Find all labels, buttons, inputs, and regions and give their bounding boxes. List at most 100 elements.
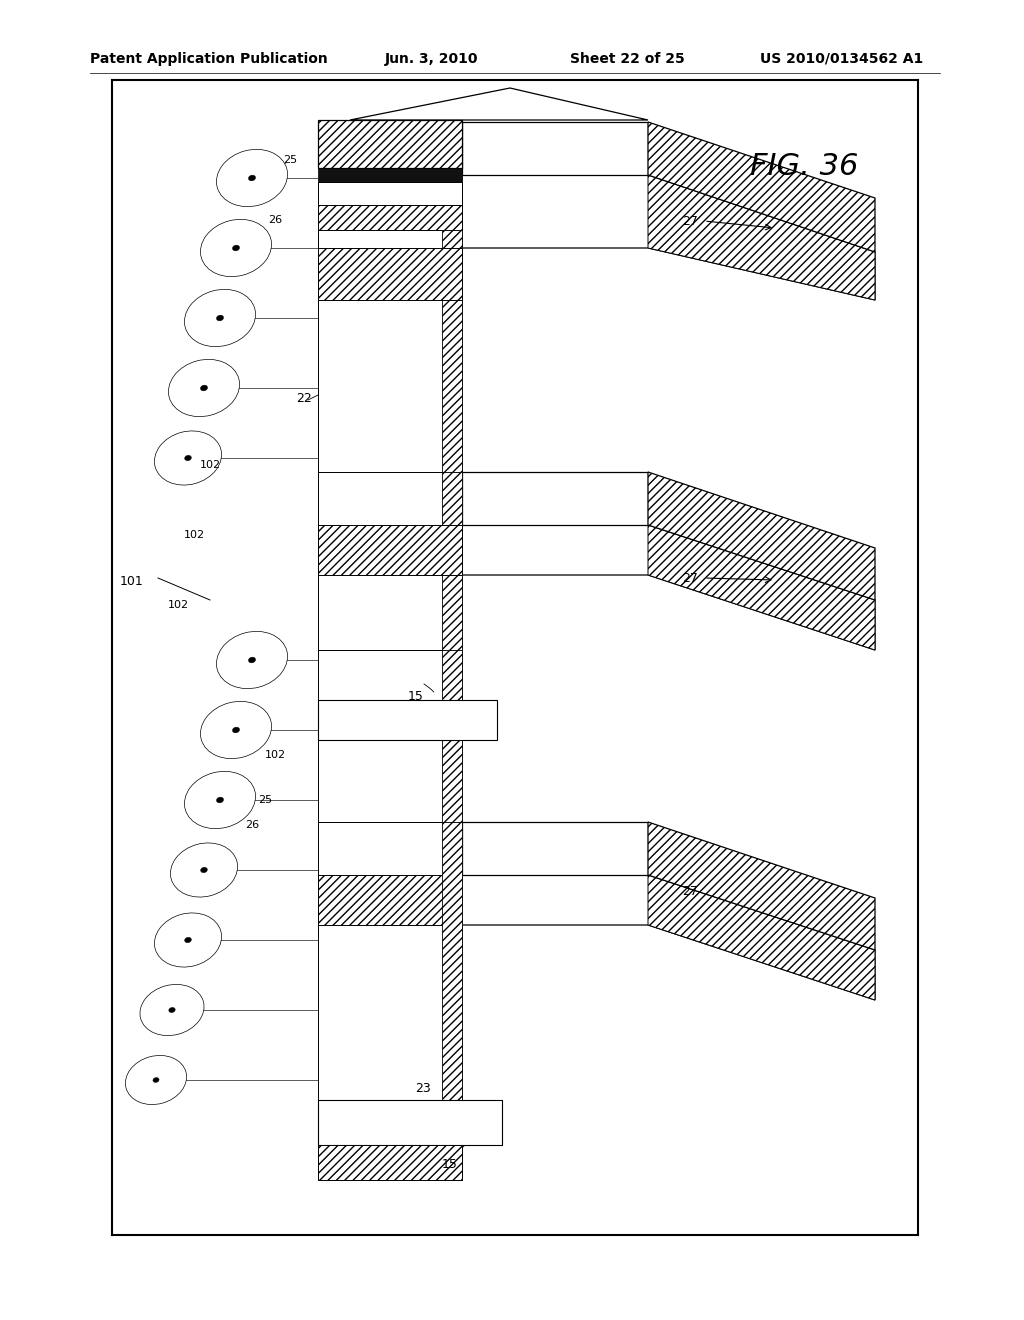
Polygon shape [648,121,874,252]
Ellipse shape [227,240,245,255]
Text: 22: 22 [296,392,311,405]
Polygon shape [462,525,874,649]
Ellipse shape [133,1061,179,1098]
Ellipse shape [201,701,271,759]
Ellipse shape [243,170,261,185]
Polygon shape [462,822,648,875]
Ellipse shape [184,455,191,461]
Ellipse shape [140,1068,171,1092]
Ellipse shape [201,867,207,873]
Polygon shape [442,473,462,649]
Ellipse shape [169,359,240,417]
Ellipse shape [147,991,196,1030]
Text: 102: 102 [184,531,205,540]
Polygon shape [318,182,462,205]
Polygon shape [318,649,462,822]
Text: 101: 101 [120,576,143,587]
Ellipse shape [156,997,188,1023]
Ellipse shape [194,779,247,821]
Ellipse shape [211,310,229,325]
Ellipse shape [216,631,288,689]
Polygon shape [462,176,874,300]
Ellipse shape [196,381,213,395]
Polygon shape [442,649,462,822]
Polygon shape [318,120,462,168]
Ellipse shape [225,639,279,681]
Ellipse shape [155,913,221,968]
Text: 25: 25 [283,154,297,165]
Ellipse shape [171,927,205,953]
Polygon shape [648,525,874,649]
Ellipse shape [201,219,271,277]
Ellipse shape [216,315,223,321]
Text: 26: 26 [268,215,283,224]
Ellipse shape [218,234,254,263]
Text: 102: 102 [200,459,221,470]
Ellipse shape [225,157,279,199]
Polygon shape [318,205,462,230]
Polygon shape [442,822,462,1180]
Polygon shape [350,88,648,120]
Ellipse shape [227,723,245,737]
Ellipse shape [249,657,256,663]
Text: US 2010/0134562 A1: US 2010/0134562 A1 [760,51,924,66]
Polygon shape [462,473,648,525]
Text: 102: 102 [265,750,286,760]
Ellipse shape [164,1003,180,1016]
Ellipse shape [218,715,254,744]
Ellipse shape [209,709,262,751]
Ellipse shape [155,430,221,484]
Ellipse shape [163,920,213,961]
Text: Sheet 22 of 25: Sheet 22 of 25 [570,51,685,66]
Ellipse shape [243,653,261,667]
Polygon shape [318,1100,502,1144]
Polygon shape [318,230,462,473]
Polygon shape [318,1144,462,1180]
Polygon shape [462,875,874,1001]
Ellipse shape [202,304,238,333]
Ellipse shape [179,451,197,465]
Ellipse shape [194,297,247,339]
Ellipse shape [234,164,269,193]
Ellipse shape [184,771,256,829]
Text: 26: 26 [245,820,259,830]
Ellipse shape [179,850,229,890]
Polygon shape [648,822,874,950]
Text: 27: 27 [682,884,698,898]
Polygon shape [648,875,874,1001]
Polygon shape [318,248,462,300]
Ellipse shape [179,933,197,946]
Polygon shape [318,168,462,182]
Ellipse shape [209,227,262,269]
Polygon shape [648,176,874,300]
Text: FIG. 36: FIG. 36 [750,152,858,181]
Polygon shape [648,473,874,601]
Ellipse shape [234,645,269,675]
Polygon shape [462,121,648,176]
Text: 15: 15 [442,1158,458,1171]
Polygon shape [442,230,462,473]
Ellipse shape [202,785,238,814]
Ellipse shape [170,843,238,898]
Ellipse shape [211,793,229,807]
Polygon shape [318,473,462,649]
Polygon shape [318,822,462,1180]
Ellipse shape [232,246,240,251]
Ellipse shape [140,985,204,1036]
Text: 25: 25 [258,795,272,805]
Ellipse shape [171,445,205,471]
Ellipse shape [125,1056,186,1105]
Ellipse shape [169,1007,175,1012]
Polygon shape [318,875,462,925]
Ellipse shape [201,385,208,391]
Ellipse shape [184,289,256,347]
Ellipse shape [186,374,222,403]
Text: 27: 27 [682,572,698,585]
Ellipse shape [177,367,230,409]
Polygon shape [318,700,497,741]
Text: 15: 15 [408,690,424,704]
Ellipse shape [153,1077,159,1082]
Text: 102: 102 [168,601,189,610]
Ellipse shape [216,149,288,207]
Ellipse shape [187,857,221,883]
